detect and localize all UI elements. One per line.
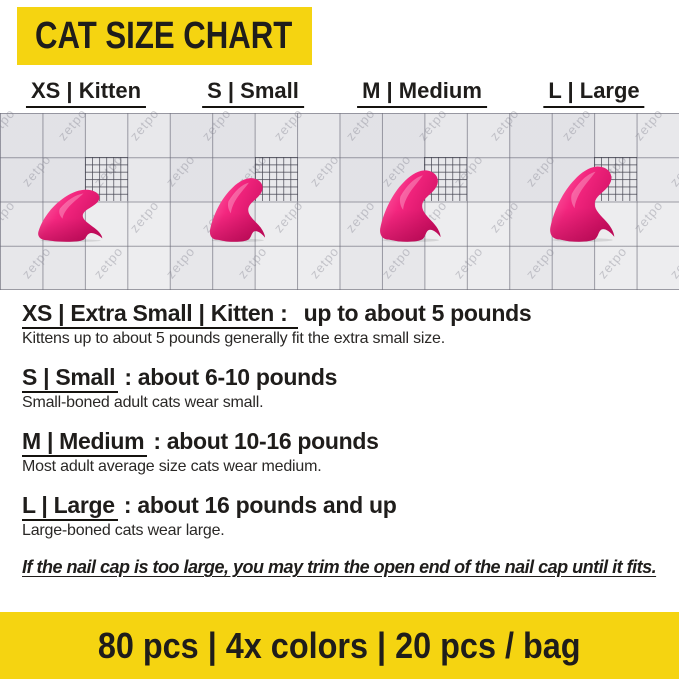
trimming-note: If the nail cap is too large, you may tr…: [22, 557, 657, 577]
watermark-text: zetpo: [306, 243, 342, 282]
watermark-text: zetpo: [0, 105, 18, 144]
size-label-m: M | Medium: [357, 78, 487, 108]
size-descriptions: XS | Extra Small | Kitten : up to about …: [0, 290, 679, 578]
nail-cap-xs-image: [38, 189, 103, 242]
section-xs: XS | Extra Small | Kitten : up to about …: [22, 300, 663, 349]
watermark-text: zetpo: [666, 243, 679, 282]
watermark-text: zetpo: [558, 105, 594, 144]
section-m-heading-underlined: M | Medium: [22, 428, 148, 457]
section-l-description: Large-boned cats wear large.: [22, 522, 225, 539]
watermark-text: zetpo: [198, 105, 234, 144]
section-m-heading-rest: : about 10-16 pounds: [147, 428, 379, 454]
size-comparison-grid: zetpo zetpo zetpo zetpo zetpo zetpo zetpo zetpo…: [0, 106, 679, 290]
section-xs-heading-underlined: XS | Extra Small | Kitten :: [22, 300, 298, 329]
size-label-l: L | Large: [543, 78, 645, 108]
section-s-heading-rest: : about 6-10 pounds: [118, 364, 338, 390]
watermark-text: zetpo: [126, 105, 162, 144]
watermark-text: zetpo: [270, 105, 306, 144]
watermark-text: zetpo: [486, 197, 522, 236]
title-banner: CAT SIZE CHART: [17, 7, 312, 65]
watermark-text: zetpo: [414, 105, 450, 144]
watermark-text: zetpo: [342, 105, 378, 144]
size-label-s: S | Small: [202, 78, 304, 108]
section-m-heading: M | Medium : about 10-16 pounds: [22, 428, 663, 457]
section-m-description: Most adult average size cats wear medium…: [22, 458, 322, 475]
section-l-heading-rest: : about 16 pounds and up: [117, 492, 397, 518]
footer-banner: 80 pcs | 4x colors | 20 pcs / bag: [0, 612, 679, 679]
watermark-text: zetpo: [0, 197, 18, 236]
watermark-text: zetpo: [18, 151, 54, 190]
watermark-text: zetpo: [378, 243, 414, 282]
fine-measure-grid-s: [255, 157, 298, 201]
page-title: CAT SIZE CHART: [35, 15, 293, 57]
size-labels-row: XS | Kitten S | Small M | Medium L | Lar…: [0, 72, 679, 110]
watermark-text: zetpo: [486, 105, 522, 144]
section-xs-heading: XS | Extra Small | Kitten : up to about …: [22, 300, 663, 329]
section-xs-description: Kittens up to about 5 pounds generally f…: [22, 330, 446, 347]
section-l: L | Large : about 16 pounds and up Large…: [22, 492, 663, 541]
watermark-text: zetpo: [630, 197, 666, 236]
watermark-text: zetpo: [234, 243, 270, 282]
watermark-text: zetpo: [342, 197, 378, 236]
watermark-text: zetpo: [630, 105, 666, 144]
watermark-text: zetpo: [162, 151, 198, 190]
section-s-heading: S | Small : about 6-10 pounds: [22, 364, 663, 393]
watermark-text: zetpo: [18, 243, 54, 282]
watermark-text: zetpo: [522, 243, 558, 282]
watermark-text: zetpo: [54, 105, 90, 144]
nail-cap-m-image: [380, 170, 441, 242]
size-label-xs: XS | Kitten: [25, 78, 147, 108]
section-s-description: Small-boned adult cats wear small.: [22, 394, 264, 411]
package-contents-text: 80 pcs | 4x colors | 20 pcs / bag: [98, 625, 581, 666]
watermark-text: zetpo: [450, 243, 486, 282]
watermark-text: zetpo: [666, 151, 679, 190]
watermark-text: zetpo: [306, 151, 342, 190]
watermark-text: zetpo: [270, 197, 306, 236]
section-xs-heading-rest: up to about 5 pounds: [297, 300, 532, 326]
section-l-heading-underlined: L | Large: [22, 492, 118, 521]
watermark-text: zetpo: [126, 197, 162, 236]
watermark-text: zetpo: [162, 243, 198, 282]
nail-cap-l-image: [550, 166, 615, 242]
section-s-heading-underlined: S | Small: [22, 364, 119, 393]
watermark-text: zetpo: [594, 243, 630, 282]
section-m: M | Medium : about 10-16 pounds Most adu…: [22, 428, 663, 477]
watermark-text: zetpo: [90, 243, 126, 282]
section-l-heading: L | Large : about 16 pounds and up: [22, 492, 663, 521]
section-s: S | Small : about 6-10 pounds Small-bone…: [22, 364, 663, 413]
nail-cap-s-image: [209, 178, 266, 242]
